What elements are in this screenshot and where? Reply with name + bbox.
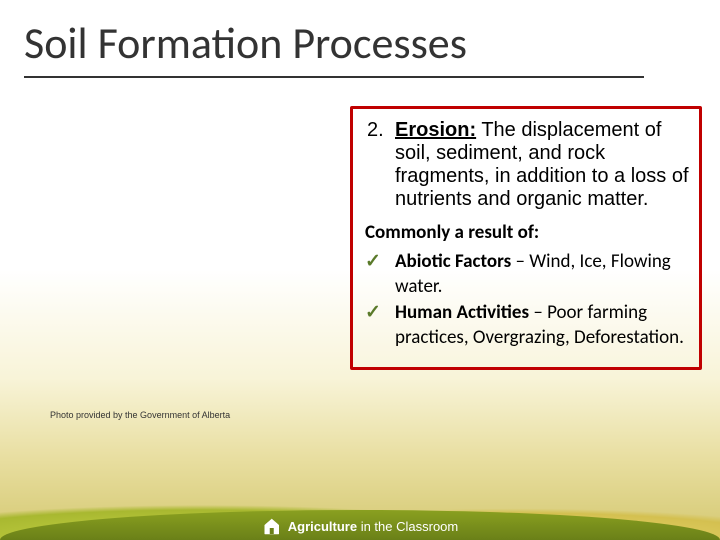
factor-label: Human Activities (395, 301, 529, 324)
footer-logo-rest: in the Classroom (357, 519, 458, 534)
list-item-text: Human Activities – Poor farming practice… (395, 301, 689, 350)
factor-label: Abiotic Factors (395, 250, 511, 273)
list-number: 2. (367, 119, 387, 211)
page-title: Soil Formation Processes (0, 0, 720, 76)
definition-body: Erosion: The displacement of soil, sedim… (395, 119, 689, 211)
footer-logo-bold: Agriculture (288, 519, 357, 534)
footer-logo-text: Agriculture in the Classroom (288, 519, 459, 534)
slide: Soil Formation Processes 2. Erosion: The… (0, 0, 720, 540)
checkmark-icon: ✓ (365, 301, 381, 350)
subheading: Commonly a result of: (365, 221, 689, 244)
highlighted-definition-box: 2. Erosion: The displacement of soil, se… (350, 106, 702, 370)
title-underline (24, 76, 644, 78)
barn-icon (262, 516, 282, 536)
list-item: ✓ Human Activities – Poor farming practi… (365, 301, 689, 350)
photo-credit: Photo provided by the Government of Albe… (50, 410, 230, 420)
footer-logo: Agriculture in the Classroom (262, 516, 459, 536)
definition-item: 2. Erosion: The displacement of soil, se… (363, 119, 689, 211)
list-item-text: Abiotic Factors – Wind, Ice, Flowing wat… (395, 250, 689, 299)
checkmark-icon: ✓ (365, 250, 381, 299)
definition-term: Erosion: (395, 119, 476, 141)
list-item: ✓ Abiotic Factors – Wind, Ice, Flowing w… (365, 250, 689, 299)
